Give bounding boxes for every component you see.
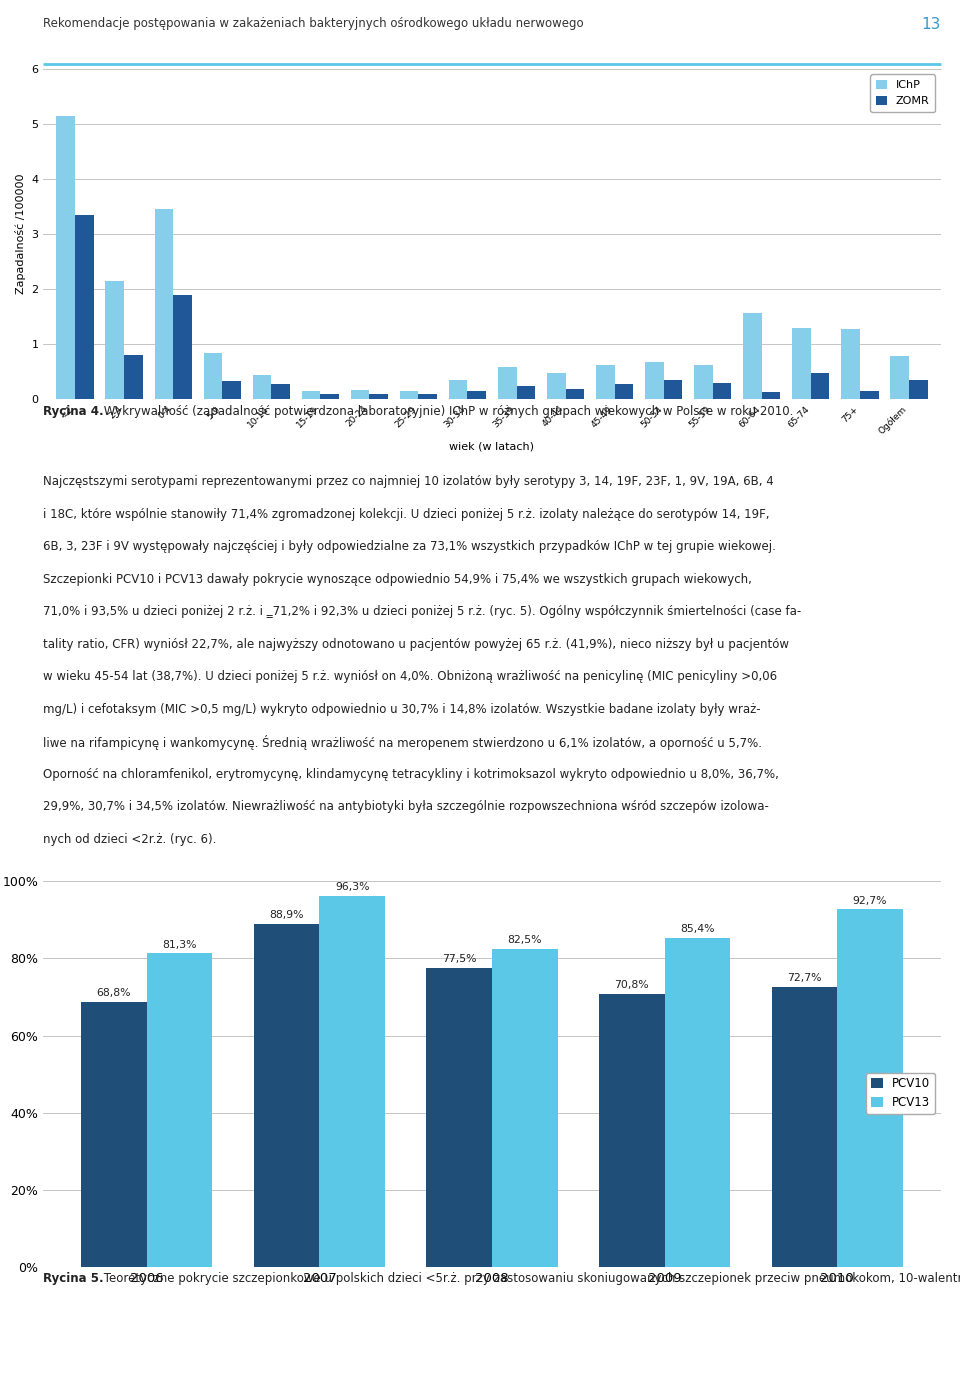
Text: 88,9%: 88,9%	[270, 910, 303, 920]
Bar	[762, 392, 780, 399]
Bar	[106, 281, 124, 399]
Text: 71,0% i 93,5% u dzieci poniżej 2 r.ż. i ‗71,2% i 92,3% u dzieci poniżej 5 r.ż. (: 71,0% i 93,5% u dzieci poniżej 2 r.ż. i …	[43, 605, 802, 618]
Text: Najczęstszymi serotypami reprezentowanymi przez co najmniej 10 izolatów były ser: Najczęstszymi serotypami reprezentowanym…	[43, 475, 774, 487]
Bar	[664, 938, 731, 1267]
Bar	[173, 295, 192, 399]
Text: 6B, 3, 23F i 9V występowały najczęściej i były odpowiedzialne za 73,1% wszystkic: 6B, 3, 23F i 9V występowały najczęściej …	[43, 540, 776, 554]
Text: 85,4%: 85,4%	[681, 924, 714, 934]
Bar	[320, 895, 385, 1267]
X-axis label: wiek (w latach): wiek (w latach)	[449, 442, 535, 452]
Bar	[743, 313, 762, 399]
Bar	[596, 365, 614, 399]
Bar	[82, 1001, 147, 1267]
Text: Rycina 5.: Rycina 5.	[43, 1272, 104, 1285]
Text: liwe na rifampicynę i wankomycynę. Średnią wrażliwość na meropenem stwierdzono u: liwe na rifampicynę i wankomycynę. Średn…	[43, 735, 762, 750]
Bar	[599, 994, 664, 1267]
Y-axis label: Zapadalność /100000: Zapadalność /100000	[14, 174, 26, 295]
Bar	[712, 383, 732, 399]
Text: Szczepionki PCV10 i PCV13 dawały pokrycie wynoszące odpowiednio 54,9% i 75,4% we: Szczepionki PCV10 i PCV13 dawały pokryci…	[43, 573, 752, 585]
Bar	[837, 909, 902, 1267]
Bar	[468, 391, 486, 399]
Text: Oporność na chloramfenikol, erytromycynę, klindamycynę tetracykliny i kotrimoksa: Oporność na chloramfenikol, erytromycynę…	[43, 767, 780, 781]
Bar	[301, 391, 321, 399]
Bar	[222, 381, 241, 399]
Bar	[909, 380, 927, 399]
Bar	[350, 390, 370, 399]
Text: 70,8%: 70,8%	[614, 980, 649, 990]
Bar	[498, 368, 516, 399]
Text: tality ratio, CFR) wyniósł 22,7%, ale najwyższy odnotowano u pacjentów powyżej 6: tality ratio, CFR) wyniósł 22,7%, ale na…	[43, 638, 789, 650]
Bar	[370, 394, 388, 399]
Text: nych od dzieci <2r.ż. (ryc. 6).: nych od dzieci <2r.ż. (ryc. 6).	[43, 833, 217, 845]
Bar	[399, 391, 419, 399]
Text: Teoretyczne pokrycie szczepionkowe u polskich dzieci <5r.ż. przy zastosowaniu sk: Teoretyczne pokrycie szczepionkowe u pol…	[100, 1272, 960, 1285]
Text: w wieku 45-54 lat (38,7%). U dzieci poniżej 5 r.ż. wyniósł on 4,0%. Obniżoną wra: w wieku 45-54 lat (38,7%). U dzieci poni…	[43, 671, 778, 683]
Legend: IChP, ZOMR: IChP, ZOMR	[871, 74, 935, 112]
Text: Wykrywalność (zapadalność potwierdzona laboratoryjnie) IChP w różnych grupach wi: Wykrywalność (zapadalność potwierdzona l…	[100, 405, 793, 419]
Bar	[811, 373, 829, 399]
Text: 92,7%: 92,7%	[852, 895, 887, 906]
Text: Rekomendacje postępowania w zakażeniach bakteryjnych ośrodkowego układu nerwoweg: Rekomendacje postępowania w zakażeniach …	[43, 17, 584, 29]
Bar	[321, 394, 339, 399]
Text: 81,3%: 81,3%	[162, 939, 197, 950]
Bar	[75, 215, 94, 399]
Bar	[516, 386, 535, 399]
Bar	[449, 380, 468, 399]
Bar	[426, 968, 492, 1267]
Bar	[252, 375, 272, 399]
Text: mg/L) i cefotaksym (MIC >0,5 mg/L) wykryto odpowiednio u 30,7% i 14,8% izolatów.: mg/L) i cefotaksym (MIC >0,5 mg/L) wykry…	[43, 702, 761, 716]
Text: 68,8%: 68,8%	[97, 987, 132, 998]
Text: 72,7%: 72,7%	[787, 972, 822, 983]
Bar	[419, 394, 437, 399]
Text: 96,3%: 96,3%	[335, 881, 370, 892]
Bar	[645, 362, 663, 399]
Text: Rycina 4.: Rycina 4.	[43, 405, 104, 419]
Bar	[772, 986, 837, 1267]
Bar	[155, 209, 173, 399]
Bar	[694, 365, 712, 399]
Text: i 18C, które wspólnie stanowiły 71,4% zgromadzonej kolekcji. U dzieci poniżej 5 : i 18C, które wspólnie stanowiły 71,4% zg…	[43, 508, 770, 521]
Bar	[57, 116, 75, 399]
Bar	[253, 924, 320, 1267]
Bar	[614, 384, 634, 399]
Text: 82,5%: 82,5%	[508, 935, 542, 945]
Bar	[492, 949, 558, 1267]
Text: 29,9%, 30,7% i 34,5% izolatów. Niewrażliwość na antybiotyki była szczególnie roz: 29,9%, 30,7% i 34,5% izolatów. Niewrażli…	[43, 800, 769, 812]
Bar	[124, 355, 143, 399]
Bar	[565, 390, 585, 399]
Bar	[547, 373, 565, 399]
Bar	[272, 384, 290, 399]
Bar	[204, 353, 222, 399]
Bar	[663, 380, 683, 399]
Bar	[841, 329, 860, 399]
Bar	[890, 357, 909, 399]
Legend: PCV10, PCV13: PCV10, PCV13	[866, 1073, 935, 1114]
Bar	[860, 391, 878, 399]
Text: 13: 13	[922, 17, 941, 32]
Bar	[792, 328, 811, 399]
Text: 77,5%: 77,5%	[442, 954, 476, 964]
Bar	[147, 953, 212, 1267]
